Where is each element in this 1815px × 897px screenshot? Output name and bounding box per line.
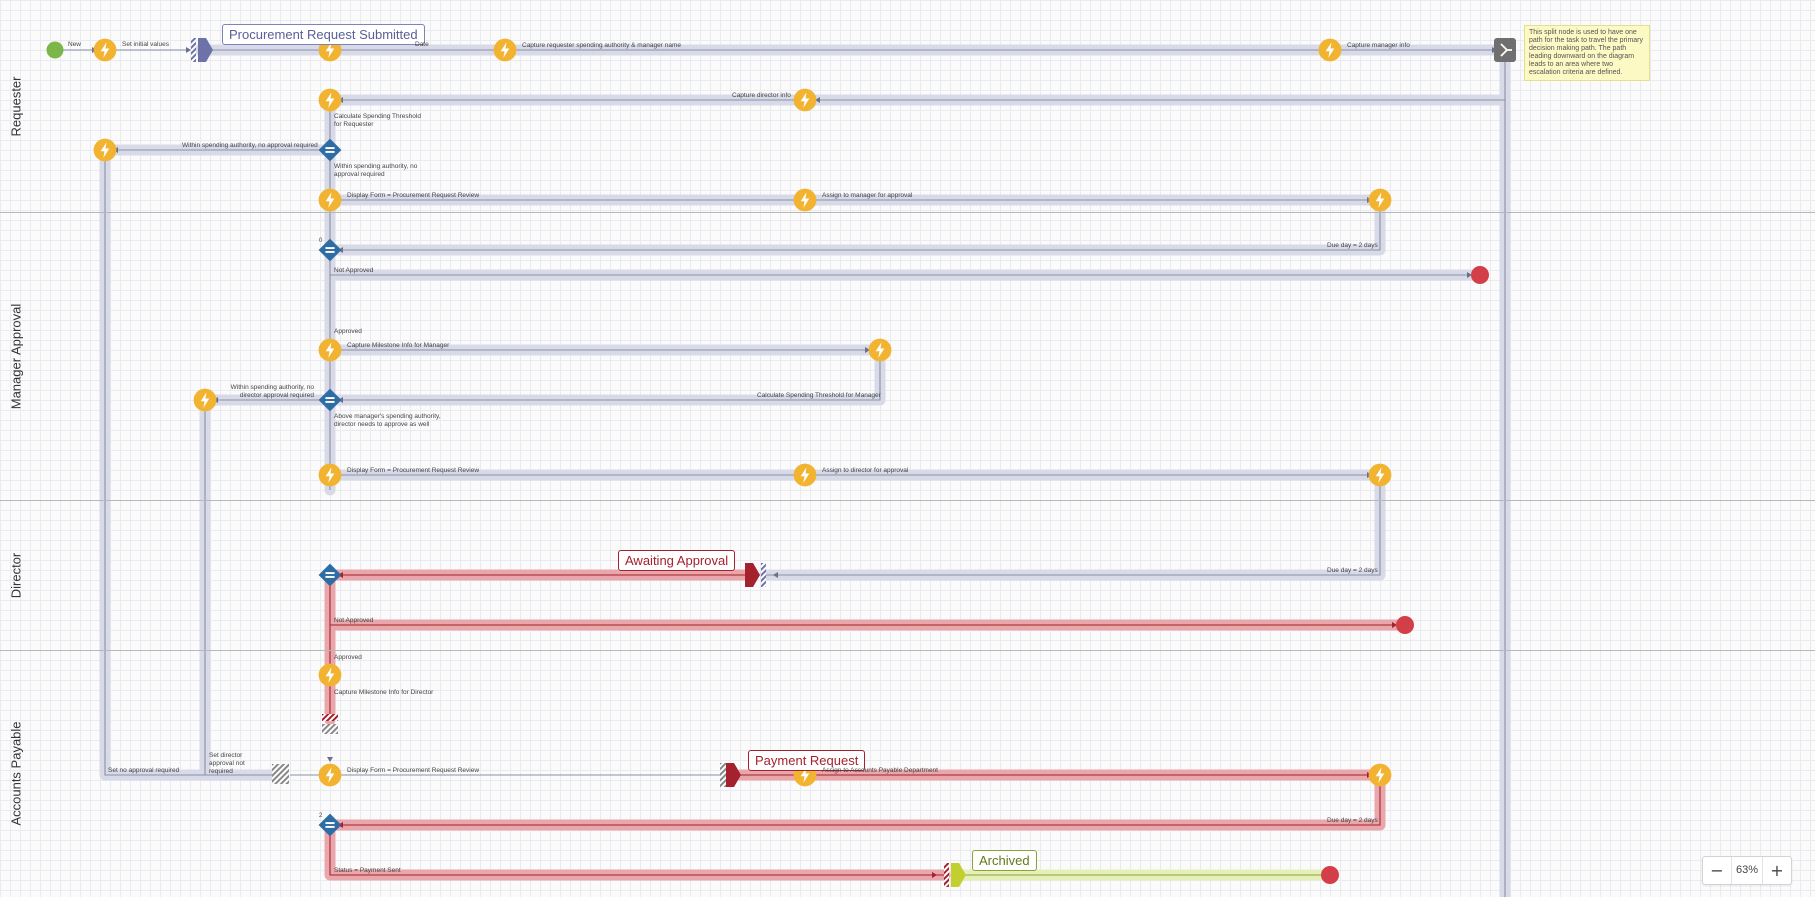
annotation-note[interactable]: This split node is used to have one path… bbox=[1524, 25, 1650, 81]
lane-director[interactable]: Director bbox=[6, 500, 26, 650]
flow-label: Capture requester spending authority & m… bbox=[522, 42, 681, 49]
flow-label: Within spending authority, no approval r… bbox=[182, 142, 318, 149]
flow-label: Date bbox=[415, 41, 429, 48]
decision-icon[interactable] bbox=[318, 563, 342, 587]
flow-label: Assign to Accounts Payable Department bbox=[822, 767, 938, 774]
flow-label: Calculate Spending Threshold for Request… bbox=[334, 113, 421, 128]
lightning-icon[interactable] bbox=[318, 188, 342, 212]
flow-label: Set no approval required bbox=[108, 767, 180, 774]
milestone-label-archived[interactable]: Archived bbox=[972, 850, 1037, 871]
lane-divider bbox=[0, 500, 1815, 501]
split-icon bbox=[1500, 43, 1512, 57]
flow-label: Display Form = Procurement Request Revie… bbox=[347, 767, 480, 774]
milestone-flags[interactable] bbox=[191, 38, 966, 887]
lane-requester[interactable]: Requester bbox=[6, 0, 26, 212]
milestone-label-awaiting[interactable]: Awaiting Approval bbox=[618, 550, 736, 571]
end-nodes[interactable] bbox=[1321, 266, 1489, 884]
milestone-flag-submitted[interactable] bbox=[198, 38, 213, 62]
lightning-icon[interactable] bbox=[1368, 763, 1392, 787]
flow-label: Approved bbox=[334, 328, 362, 335]
counter-badge: 2 bbox=[319, 813, 323, 819]
lightning-icon[interactable] bbox=[493, 38, 517, 62]
counter-badge: 0 bbox=[319, 238, 323, 244]
flow-label: Due day = 2 days bbox=[1327, 817, 1378, 824]
milestone-label-payment[interactable]: Payment Request bbox=[748, 750, 866, 771]
zoom-level: 63% bbox=[1731, 857, 1763, 884]
start-node[interactable] bbox=[46, 41, 64, 59]
milestone-hatch bbox=[944, 863, 949, 887]
lightning-icon[interactable] bbox=[93, 138, 117, 162]
milestone-hatch bbox=[272, 764, 289, 784]
zoom-in-button[interactable]: + bbox=[1763, 857, 1791, 884]
flow-label: Capture Milestone Info for Manager bbox=[347, 342, 450, 349]
lane-divider bbox=[0, 212, 1815, 213]
milestone-hatch bbox=[191, 38, 196, 62]
lightning-icon[interactable] bbox=[318, 463, 342, 487]
lightning-icon[interactable] bbox=[193, 388, 217, 412]
lightning-icon[interactable] bbox=[793, 188, 817, 212]
milestone-hatch bbox=[322, 724, 338, 734]
lane-label: Requester bbox=[8, 76, 24, 136]
flow-label: Status = Payment Sent bbox=[334, 867, 401, 874]
flow-label: Not Approved bbox=[334, 267, 374, 274]
lightning-icon[interactable] bbox=[318, 338, 342, 362]
lane-label: Accounts Payable bbox=[8, 721, 24, 826]
flow-label: Set director approval not required bbox=[209, 752, 245, 775]
milestone-hatch bbox=[720, 763, 726, 787]
split-node[interactable] bbox=[1494, 38, 1516, 62]
flow-label: Capture Milestone Info for Director bbox=[334, 689, 434, 696]
flow-label: Due day = 2 days bbox=[1327, 567, 1378, 574]
end-node[interactable] bbox=[1471, 266, 1489, 284]
red-arrowheads bbox=[338, 572, 1397, 878]
flow-label: Display Form = Procurement Request Revie… bbox=[347, 467, 480, 474]
zoom-out-button[interactable]: − bbox=[1703, 857, 1731, 884]
flow-label: Calculate Spending Threshold for Manager bbox=[757, 392, 881, 399]
flow-label: Assign to manager for approval bbox=[822, 192, 913, 199]
flow-label: Above manager's spending authority, dire… bbox=[334, 413, 441, 428]
lightning-icon[interactable] bbox=[1318, 38, 1342, 62]
lightning-icon[interactable] bbox=[793, 463, 817, 487]
lane-label: Manager Approval bbox=[8, 303, 24, 409]
decision-icon[interactable] bbox=[318, 138, 342, 162]
milestone-hatch bbox=[322, 714, 338, 721]
flow-label: Capture director info bbox=[732, 92, 791, 99]
lane-divider bbox=[0, 650, 1815, 651]
lane-label: Director bbox=[8, 552, 24, 598]
flow-label: Not Approved bbox=[334, 617, 374, 624]
lightning-icon[interactable] bbox=[318, 88, 342, 112]
lane-accounts-payable[interactable]: Accounts Payable bbox=[6, 650, 26, 897]
flow-label: Due day = 2 days bbox=[1327, 242, 1378, 249]
lightning-icon[interactable] bbox=[1368, 188, 1392, 212]
lightning-icon[interactable] bbox=[868, 338, 892, 362]
lightning-icon[interactable] bbox=[93, 38, 117, 62]
flow-label: Approved bbox=[334, 654, 362, 661]
lightning-icon[interactable] bbox=[318, 663, 342, 687]
decision-icon[interactable] bbox=[318, 388, 342, 412]
milestone-hatch bbox=[761, 563, 766, 587]
lane-manager-approval[interactable]: Manager Approval bbox=[6, 212, 26, 500]
milestone-label-submitted[interactable]: Procurement Request Submitted bbox=[222, 24, 425, 45]
flow-label: Set initial values bbox=[122, 41, 169, 48]
end-node[interactable] bbox=[1321, 866, 1339, 884]
flow-label: Capture manager info bbox=[1347, 42, 1410, 49]
lightning-icon[interactable] bbox=[1368, 463, 1392, 487]
milestone-flag-payment[interactable] bbox=[726, 763, 741, 787]
milestone-flag-archived[interactable] bbox=[951, 863, 966, 887]
end-node[interactable] bbox=[1396, 616, 1414, 634]
lightning-icon[interactable] bbox=[793, 88, 817, 112]
flow-label: Within spending authority, no approval r… bbox=[334, 163, 418, 178]
milestone-flag-awaiting[interactable] bbox=[745, 563, 760, 587]
flow-label: Display Form = Procurement Request Revie… bbox=[347, 192, 480, 199]
zoom-control: − 63% + bbox=[1702, 856, 1792, 885]
flow-label: Within spending authority, no director a… bbox=[230, 384, 314, 399]
flow-label: New bbox=[68, 41, 82, 48]
red-path-halos bbox=[324, 569, 1411, 881]
flow-label: Assign to director for approval bbox=[822, 467, 909, 474]
lightning-icon[interactable] bbox=[318, 763, 342, 787]
